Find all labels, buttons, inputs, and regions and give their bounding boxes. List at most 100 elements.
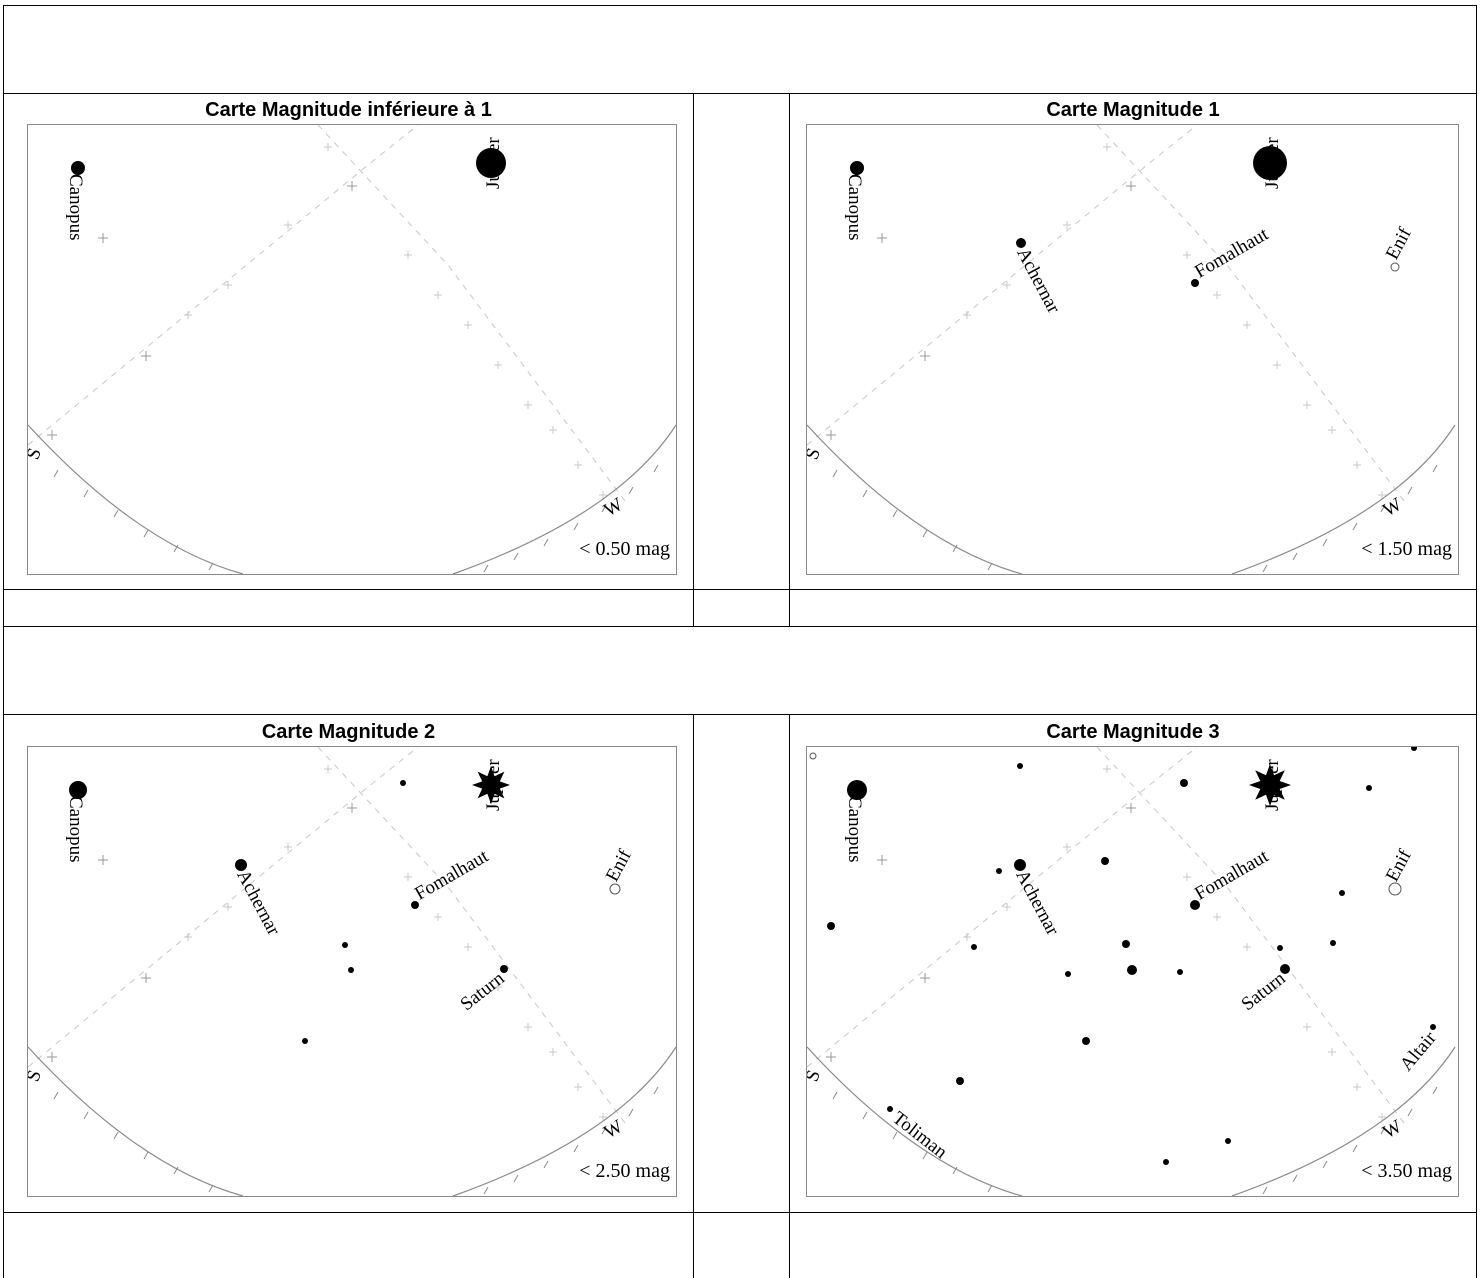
grid-cross-mark xyxy=(1003,903,1011,911)
star-label: Jupiter xyxy=(483,137,504,189)
horizon-tick xyxy=(1407,486,1413,495)
magnitude-limit-label: < 3.50 mag xyxy=(1361,1160,1452,1182)
grid-cross-mark xyxy=(549,1048,557,1056)
compass-south-label: S xyxy=(807,1067,825,1084)
map-title: Carte Magnitude 3 xyxy=(1046,721,1220,743)
map-title: Carte Magnitude inférieure à 1 xyxy=(205,99,492,121)
horizon-tick xyxy=(862,1111,868,1120)
star-dot xyxy=(400,780,406,786)
grid-cross-mark xyxy=(1273,361,1281,369)
star-dot xyxy=(1411,747,1417,751)
horizon-tick xyxy=(513,1174,519,1183)
star-dot xyxy=(971,944,977,950)
jupiter-star xyxy=(1253,146,1287,180)
horizon-tick xyxy=(862,489,868,498)
horizon-tick xyxy=(143,1151,149,1160)
grid-cross-mark xyxy=(1063,843,1071,851)
horizon-line xyxy=(807,424,1456,574)
sky-map: S W < 2.50 mag Canopus Achernar Fomalhaut Jupi… xyxy=(27,746,677,1197)
horizon-tick xyxy=(1380,504,1386,513)
grid-cross-mark xyxy=(347,803,357,813)
magnitude-limit-label: < 2.50 mag xyxy=(579,1160,670,1182)
horizon-tick xyxy=(173,544,179,553)
star-label: Canopus xyxy=(65,174,86,241)
fomalhaut-star xyxy=(1191,279,1199,287)
table-border-top xyxy=(3,5,1477,6)
horizon-tick xyxy=(601,1126,607,1135)
jupiter-star xyxy=(476,148,506,178)
star-dot xyxy=(302,1038,308,1044)
star-dot xyxy=(827,922,835,930)
grid-cross-mark xyxy=(1353,461,1361,469)
grid-cross-mark xyxy=(434,913,442,921)
grid-cross-mark xyxy=(1213,913,1221,921)
horizon-tick xyxy=(83,1111,89,1120)
star-dot xyxy=(1122,940,1130,948)
map-title: Carte Magnitude 2 xyxy=(261,721,436,743)
grid-cross-mark xyxy=(224,903,232,911)
grid-cross-mark xyxy=(1243,943,1251,951)
star-dot xyxy=(1127,965,1137,975)
star-label: Fomalhaut xyxy=(411,845,493,904)
grid-cross-mark xyxy=(599,1113,607,1121)
grid-cross-mark xyxy=(141,973,151,983)
horizon-tick xyxy=(1432,1086,1438,1095)
grid-cross-mark xyxy=(1243,321,1251,329)
grid-cross-mark xyxy=(599,491,607,499)
star-label: Achernar xyxy=(232,867,284,940)
grid-cross-mark xyxy=(324,143,332,151)
table-col-divider xyxy=(789,93,790,627)
grid-line xyxy=(1096,125,1408,506)
star-label: Canopus xyxy=(844,174,865,241)
compass-south-label: S xyxy=(28,1067,46,1084)
grid-cross-mark xyxy=(141,351,151,361)
horizon-tick xyxy=(832,469,838,478)
grid-cross-mark xyxy=(47,430,57,440)
horizon-tick xyxy=(952,544,958,553)
horizon-tick xyxy=(483,1186,489,1195)
grid-cross-mark xyxy=(1213,291,1221,299)
star-dot xyxy=(1225,1138,1231,1144)
star-label: Achernar xyxy=(1012,245,1064,318)
star-label: Canopus xyxy=(844,796,865,863)
horizon-tick xyxy=(1432,464,1438,473)
grid-line xyxy=(317,747,629,1128)
saturn-star xyxy=(500,965,508,973)
sky-map: S W < 1.50 mag Canopus Achernar Fomalhaut Jupi… xyxy=(806,124,1459,575)
star-dot xyxy=(348,967,354,973)
horizon-tick xyxy=(952,1166,958,1175)
canopus-star xyxy=(847,780,867,800)
horizon-tick xyxy=(1352,522,1358,531)
grid-cross-mark xyxy=(920,351,930,361)
star-dot xyxy=(996,868,1002,874)
star-label: Enif xyxy=(602,846,636,885)
star-label: Saturn xyxy=(1237,968,1289,1015)
star-dot xyxy=(1277,945,1283,951)
enif-star xyxy=(1390,262,1400,272)
grid-line xyxy=(28,747,419,1068)
achernar-star xyxy=(1016,238,1026,248)
grid-cross-mark xyxy=(1103,765,1111,773)
horizon-tick xyxy=(892,509,898,518)
enif-star xyxy=(1388,882,1402,896)
star-dot xyxy=(1366,785,1372,791)
horizon-tick xyxy=(208,1184,214,1193)
horizon-tick xyxy=(53,469,59,478)
grid-line xyxy=(1096,747,1408,1128)
horizon-tick xyxy=(143,529,149,538)
horizon-tick xyxy=(1262,1186,1268,1195)
grid-cross-mark xyxy=(98,855,108,865)
grid-line xyxy=(28,125,419,446)
star-dot xyxy=(1082,1037,1090,1045)
star-label: Achernar xyxy=(1011,867,1063,940)
compass-south-label: S xyxy=(807,445,825,462)
grid-line xyxy=(317,125,629,506)
grid-cross-mark xyxy=(1126,181,1136,191)
grid-cross-mark xyxy=(574,1083,582,1091)
achernar-star xyxy=(1014,859,1026,871)
horizon-tick xyxy=(1380,1126,1386,1135)
grid-cross-mark xyxy=(464,321,472,329)
horizon-tick xyxy=(53,1091,59,1100)
star-dot xyxy=(1180,779,1188,787)
horizon-tick xyxy=(653,464,659,473)
